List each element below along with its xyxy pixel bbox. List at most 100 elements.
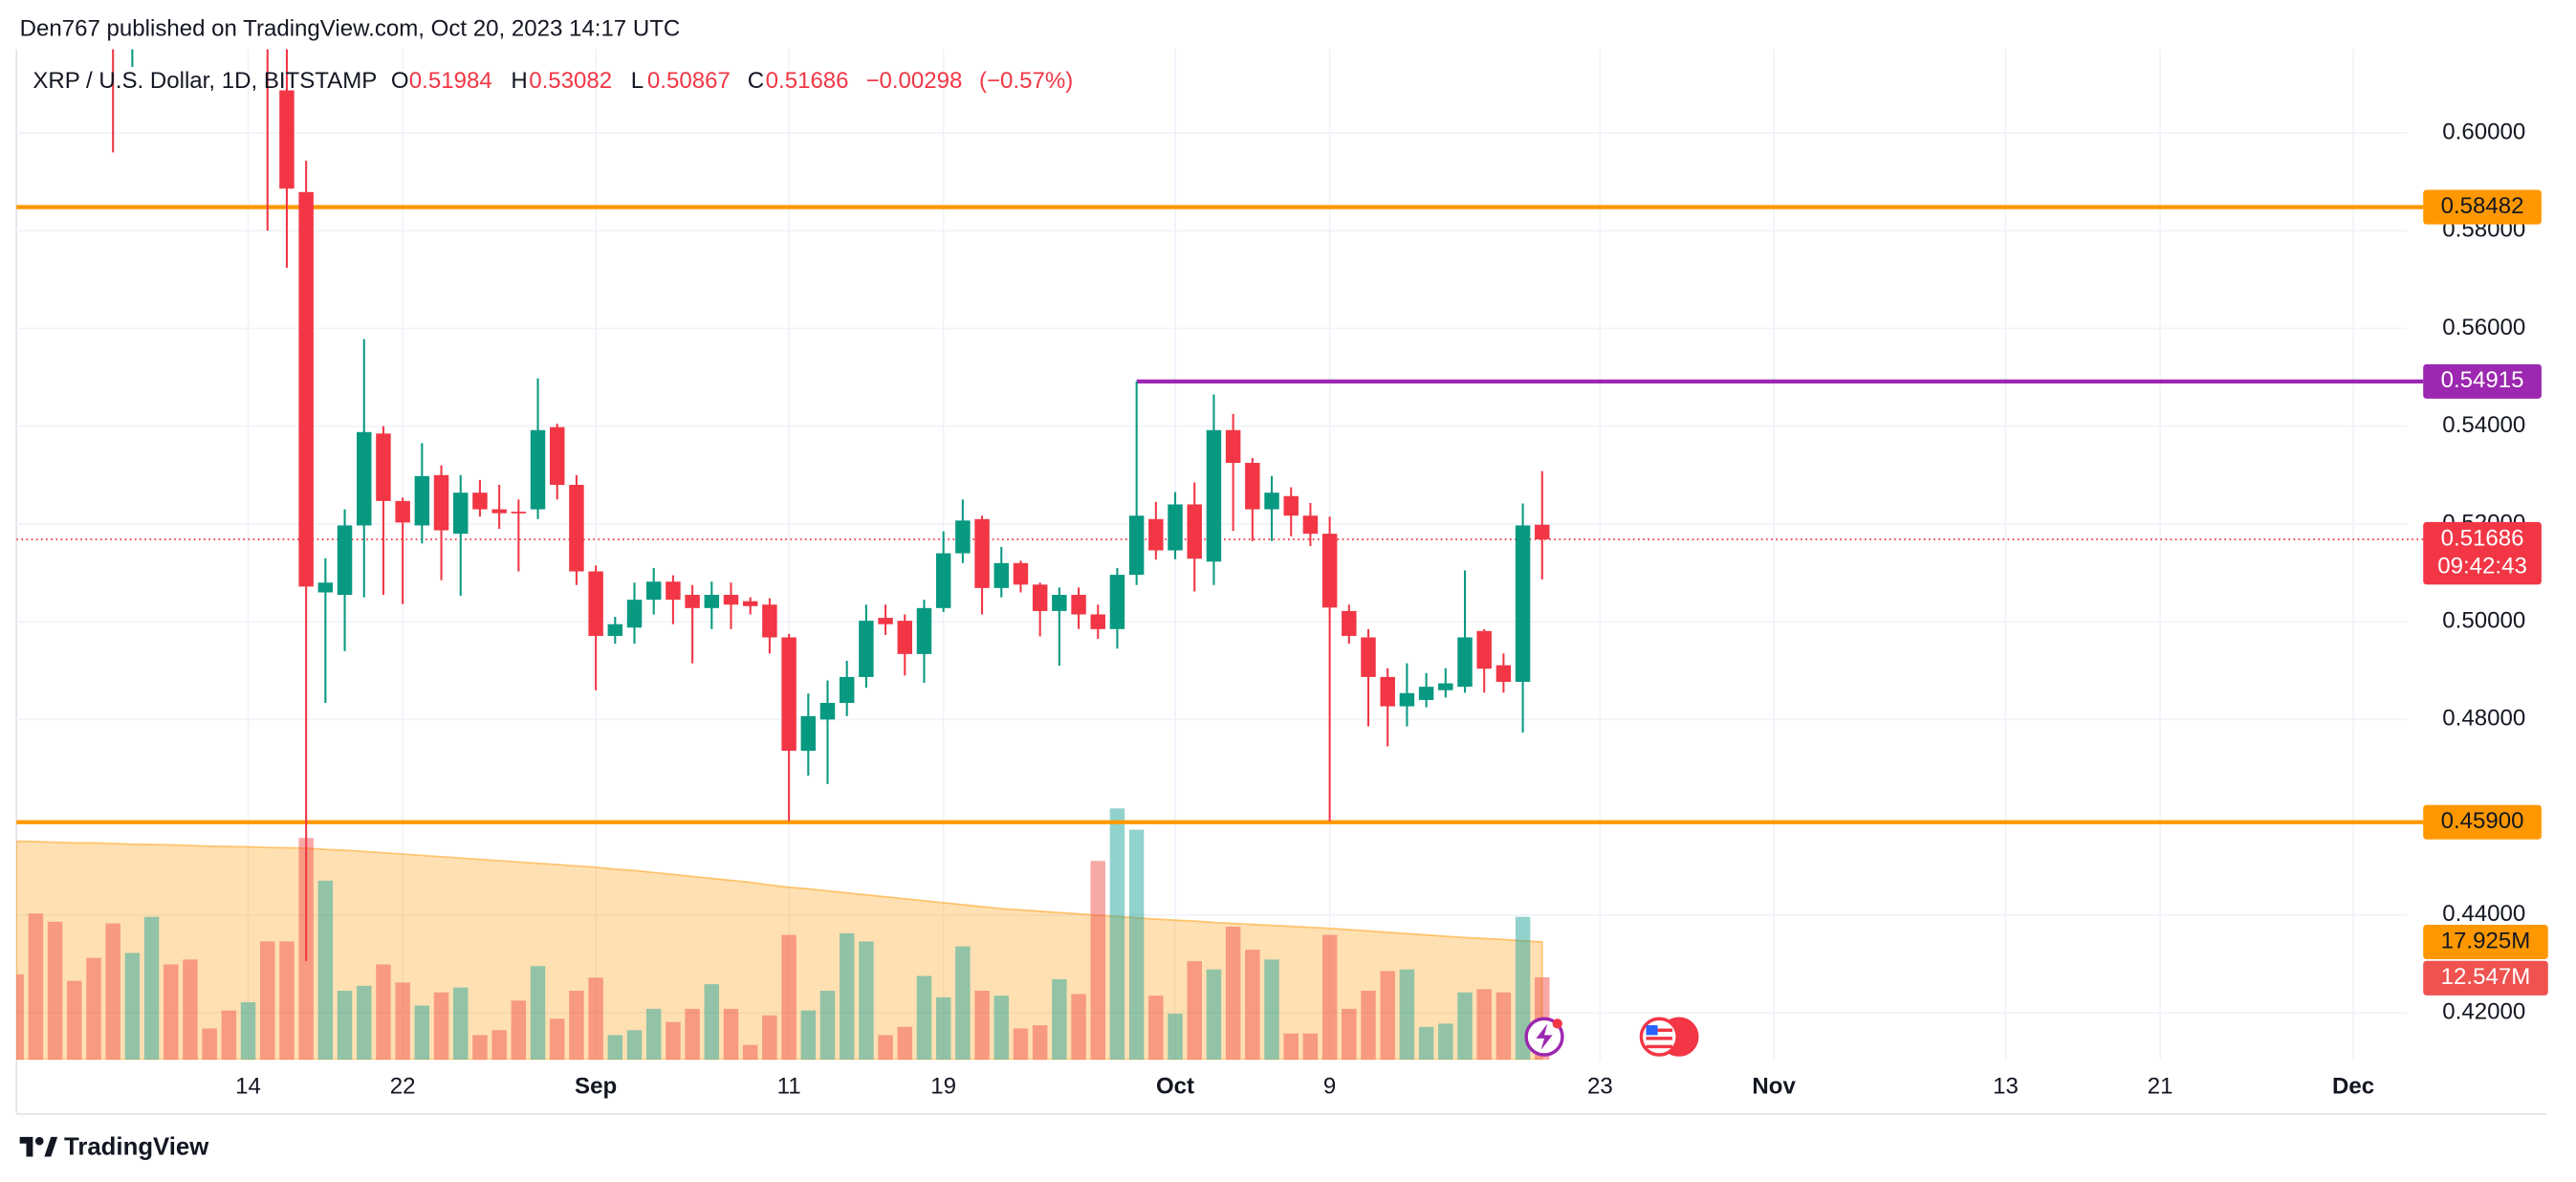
- candle-body: [645, 581, 662, 601]
- volume-label-box: [2423, 960, 2548, 996]
- y-tick-label: 0.44000: [2442, 901, 2525, 927]
- candle-body: [1380, 676, 1395, 707]
- volume-bar: [762, 1015, 777, 1061]
- x-tick-label: 22: [390, 1074, 416, 1100]
- candle-body: [1535, 524, 1550, 539]
- candles: [112, 49, 1550, 961]
- volume-bar: [626, 1030, 643, 1061]
- volume-bar: [1495, 992, 1512, 1061]
- candle-body: [955, 520, 971, 554]
- volume-bar: [1187, 961, 1202, 1061]
- candle-body: [1302, 515, 1319, 535]
- ohlc-value: 0.51984: [409, 68, 492, 94]
- volume-bar: [859, 941, 874, 1061]
- volume-bar: [645, 1008, 662, 1061]
- candle-body: [1457, 637, 1473, 688]
- volume-bar: [202, 1028, 217, 1061]
- legend: XRP / U.S. Dollar, 1D, BITSTAMP O 0.51984 H…: [33, 68, 1073, 94]
- volume-bar: [685, 1008, 700, 1061]
- volume-bar: [1052, 978, 1067, 1061]
- event-icon[interactable]: [1639, 1017, 1699, 1057]
- candle-body: [433, 474, 449, 531]
- volume-bar: [742, 1044, 758, 1061]
- volume-bar: [723, 1008, 739, 1061]
- volume-bar: [414, 1005, 430, 1061]
- volume-bar: [1109, 808, 1125, 1061]
- candle-body: [588, 571, 603, 636]
- candle-body: [762, 604, 777, 638]
- price-label: 0.54915: [2441, 367, 2524, 393]
- candle-body: [974, 518, 990, 588]
- volume-bar: [897, 1026, 913, 1061]
- x-tick-label: 11: [777, 1074, 801, 1100]
- candle-body: [569, 485, 584, 572]
- change-pct: (−0.57%): [979, 68, 1073, 94]
- candle-body: [1225, 429, 1241, 464]
- volume-bar: [357, 985, 372, 1061]
- candle-body: [666, 581, 681, 601]
- candle-body: [626, 600, 643, 628]
- y-tick-label: 0.42000: [2442, 998, 2525, 1024]
- candle-body: [549, 427, 565, 486]
- change: −0.00298: [865, 68, 962, 94]
- volume-bar: [666, 1021, 681, 1061]
- ohlc-key: O: [391, 68, 409, 94]
- x-tick-label: Dec: [2332, 1074, 2374, 1100]
- ohlc-value: 0.53082: [529, 68, 612, 94]
- price-label-box: [2423, 189, 2542, 225]
- y-tick-label: 0.50000: [2442, 608, 2525, 634]
- volume-bar: [1418, 1026, 1434, 1061]
- volume-bar: [1283, 1033, 1299, 1061]
- volume-bar: [781, 934, 797, 1061]
- symbol: XRP / U.S. Dollar, 1D, BITSTAMP: [33, 68, 377, 94]
- candle-body: [1052, 595, 1067, 611]
- volume-bar: [878, 1035, 893, 1061]
- volume-bar: [337, 991, 353, 1061]
- candle-body: [376, 433, 391, 501]
- candle-body: [530, 429, 546, 510]
- candle-body: [935, 553, 951, 608]
- candle-body: [859, 621, 874, 677]
- x-tick-label: 23: [1587, 1074, 1613, 1100]
- volume-bar: [935, 996, 951, 1061]
- candle-body: [1438, 683, 1453, 690]
- volume-bar: [588, 977, 603, 1061]
- volume-ma-label: 17.925M: [2441, 928, 2531, 953]
- volume-bar: [317, 880, 334, 1061]
- candle-body: [1476, 630, 1492, 669]
- candle-body: [1264, 492, 1279, 510]
- candle-body: [337, 525, 353, 596]
- volume-bar: [839, 932, 855, 1061]
- volume-bar: [1321, 934, 1338, 1061]
- volume-bar: [183, 959, 198, 1061]
- y-tick-label: 0.48000: [2442, 706, 2525, 732]
- candle-body: [781, 637, 797, 752]
- volume-bar: [1071, 994, 1086, 1061]
- volume-bar: [1032, 1025, 1048, 1061]
- volume-bar: [1342, 1008, 1357, 1061]
- volume-bar: [1090, 861, 1105, 1061]
- candle-body: [878, 618, 893, 624]
- volume-bar: [143, 916, 160, 1061]
- volume-bar: [955, 946, 971, 1061]
- volume-bar: [1225, 927, 1241, 1061]
- price-label-box: [2423, 804, 2542, 840]
- volume-bar: [260, 941, 275, 1061]
- candle-body: [1206, 429, 1222, 562]
- candle-body: [1071, 595, 1086, 615]
- candle-body: [819, 703, 836, 720]
- volume-bar: [1013, 1028, 1029, 1061]
- volume-bar: [530, 966, 546, 1061]
- x-tick-label: 21: [2148, 1074, 2173, 1100]
- event-icon[interactable]: [1524, 1017, 1564, 1057]
- candle-body: [1418, 687, 1434, 700]
- x-tick-label: Nov: [1752, 1074, 1796, 1100]
- volume-ma-label-box: [2423, 924, 2548, 960]
- volume-bar: [28, 913, 44, 1061]
- volume-bar: [1399, 969, 1415, 1061]
- volume-bar: [1457, 992, 1473, 1061]
- volume-bar: [1128, 829, 1145, 1061]
- volume-bar: [993, 996, 1009, 1061]
- volume-label: 12.547M: [2441, 964, 2531, 990]
